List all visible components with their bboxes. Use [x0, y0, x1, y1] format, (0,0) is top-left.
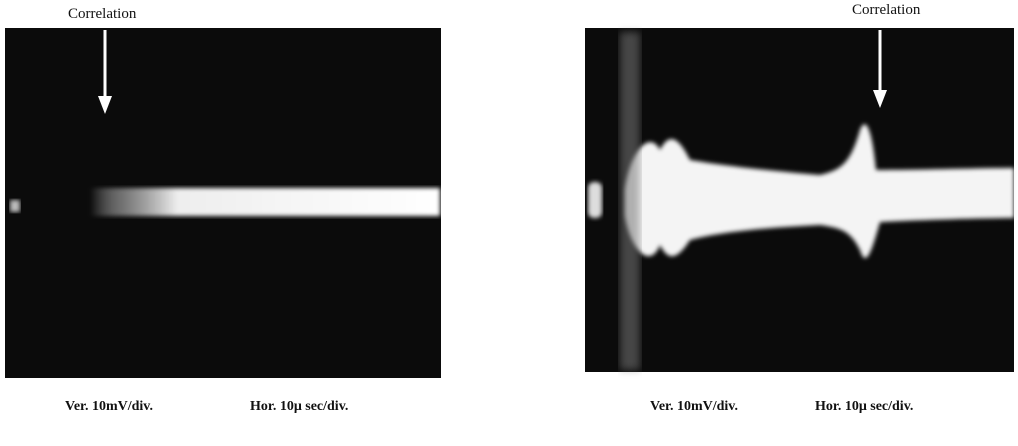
caption-vertical: Ver. 10mV/div.: [65, 399, 153, 414]
panel-label: Correlation: [852, 2, 921, 18]
panel-label: Correlation: [68, 6, 137, 22]
caption-horizontal: Hor. 10μ sec/div.: [815, 399, 913, 414]
caption-horizontal: Hor. 10μ sec/div.: [250, 399, 348, 414]
caption-vertical: Ver. 10mV/div.: [650, 399, 738, 414]
scope-photo-right: [585, 28, 1014, 372]
scope-photo-left: [5, 28, 441, 378]
